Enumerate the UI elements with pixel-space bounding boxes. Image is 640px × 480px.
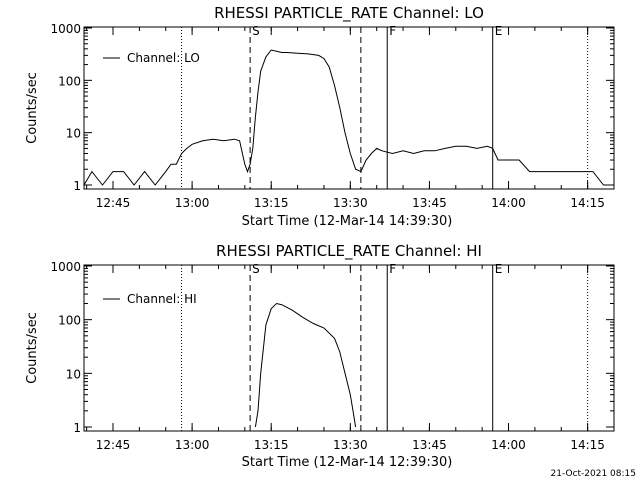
marker-label-e: E [495,262,503,276]
panel-lo-title: RHESSI PARTICLE_RATE Channel: LO [214,4,484,23]
panel-hi-title: RHESSI PARTICLE_RATE Channel: HI [216,242,482,261]
x-tick-label-2: 13:15 [254,438,289,452]
panel-hi-series [254,302,357,428]
marker-label-s: S [252,262,260,276]
x-tick-label-0: 12:45 [96,196,131,210]
panel-lo-xlabel: Start Time (12-Mar-14 14:39:30) [242,214,453,229]
panel-hi-ylabel: Counts/sec [25,312,40,384]
series-line-channel-hi [254,302,357,428]
x-tick-label-3: 13:30 [333,438,368,452]
y-tick-label-1: 10 [66,367,81,381]
marker-label-e: E [495,24,503,38]
x-tick-label-0: 12:45 [96,438,131,452]
x-tick-label-1: 13:00 [175,196,210,210]
y-tick-label-0: 1 [73,179,81,193]
panel-hi-legend: Channel: HI [103,292,197,306]
panel-lo-series [83,49,614,186]
panel-hi-xlabel: Start Time (12-Mar-14 12:39:30) [242,455,453,470]
y-tick-label-2: 100 [58,314,81,328]
x-tick-label-3: 13:30 [333,196,368,210]
x-tick-label-5: 14:00 [491,196,526,210]
y-tick-label-3: 1000 [50,260,81,274]
panel-lo-legend-label: Channel: LO [127,51,200,65]
y-tick-label-0: 1 [73,421,81,435]
panel-lo: RHESSI PARTICLE_RATE Channel: LO Counts/… [25,4,615,229]
x-tick-label-5: 14:00 [491,438,526,452]
panel-hi-frame [83,264,615,432]
x-tick-label-4: 13:45 [412,196,447,210]
y-tick-label-2: 100 [58,74,81,88]
x-tick-label-6: 14:15 [570,196,605,210]
marker-label-f: F [389,24,396,38]
panel-hi-ticks: 12:45 13:00 13:15 13:30 13:45 14:00 14:15 1 10 10… [50,260,615,452]
y-tick-label-3: 1000 [50,22,81,36]
panel-lo-ylabel: Counts/sec [25,72,40,144]
marker-label-f: F [389,262,396,276]
marker-label-s: S [252,24,260,38]
panel-lo-ticks: 12:45 13:00 13:15 13:30 13:45 14:00 14:15 1 10 10… [50,22,615,210]
panel-hi: RHESSI PARTICLE_RATE Channel: HI Counts/… [25,242,615,470]
panel-hi-legend-label: Channel: HI [127,292,197,306]
panel-lo-legend: Channel: LO [103,51,200,65]
x-tick-label-6: 14:15 [570,438,605,452]
x-tick-label-4: 13:45 [412,438,447,452]
y-tick-label-1: 10 [66,127,81,141]
date-stamp: 21-Oct-2021 08:15 [551,469,636,479]
x-tick-label-2: 13:15 [254,196,289,210]
series-line-channel-lo [83,49,614,186]
x-tick-label-1: 13:00 [175,438,210,452]
